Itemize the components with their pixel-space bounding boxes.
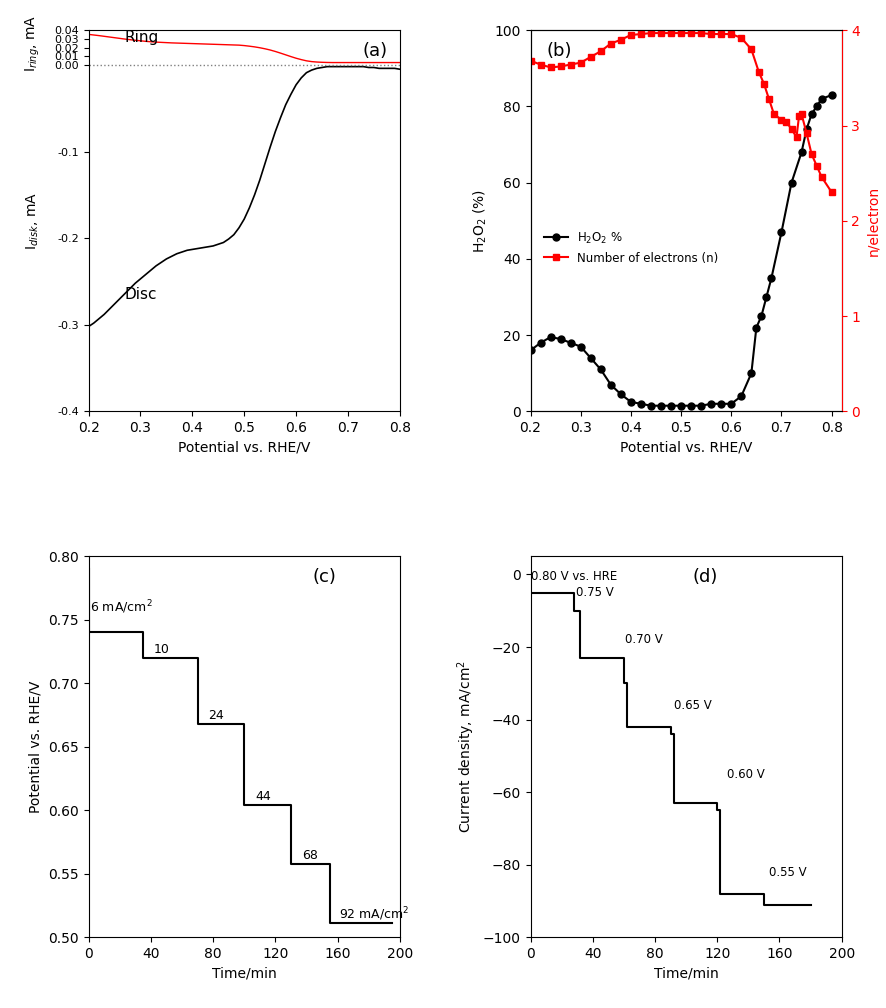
Text: 6 mA/cm$^2$: 6 mA/cm$^2$ [90, 599, 152, 616]
Legend: H$_2$O$_2$ %, Number of electrons (n): H$_2$O$_2$ %, Number of electrons (n) [540, 226, 723, 269]
Y-axis label: Current density, mA/cm$^2$: Current density, mA/cm$^2$ [455, 660, 478, 834]
X-axis label: Potential vs. RHE/V: Potential vs. RHE/V [178, 440, 310, 455]
Text: 0.65 V: 0.65 V [673, 699, 711, 712]
Text: 0.80 V vs. HRE: 0.80 V vs. HRE [532, 570, 618, 583]
X-axis label: Time/min: Time/min [654, 967, 719, 981]
Text: I$_{disk}$, mA: I$_{disk}$, mA [25, 192, 41, 250]
Text: (b): (b) [546, 41, 571, 59]
Text: (c): (c) [313, 568, 337, 586]
Y-axis label: H$_2$O$_2$ (%): H$_2$O$_2$ (%) [471, 188, 489, 253]
Text: I$_{ring}$, mA: I$_{ring}$, mA [23, 14, 42, 72]
Text: (a): (a) [362, 41, 387, 59]
Text: Ring: Ring [125, 30, 159, 45]
Y-axis label: Potential vs. RHE/V: Potential vs. RHE/V [28, 680, 43, 813]
Text: 24: 24 [208, 709, 224, 722]
Text: 44: 44 [255, 790, 271, 803]
Text: 0.60 V: 0.60 V [727, 768, 765, 781]
Text: 0.70 V: 0.70 V [626, 633, 663, 646]
X-axis label: Potential vs. RHE/V: Potential vs. RHE/V [620, 440, 752, 455]
X-axis label: Time/min: Time/min [212, 967, 276, 981]
Text: (d): (d) [692, 568, 718, 586]
Text: 92 mA/cm$^2$: 92 mA/cm$^2$ [339, 905, 409, 922]
Text: Disc: Disc [125, 287, 158, 301]
Text: 0.55 V: 0.55 V [768, 866, 806, 879]
Y-axis label: n/electron: n/electron [866, 185, 880, 256]
Text: 10: 10 [154, 643, 170, 656]
Text: 0.75 V: 0.75 V [576, 587, 613, 599]
Text: 68: 68 [302, 849, 318, 862]
